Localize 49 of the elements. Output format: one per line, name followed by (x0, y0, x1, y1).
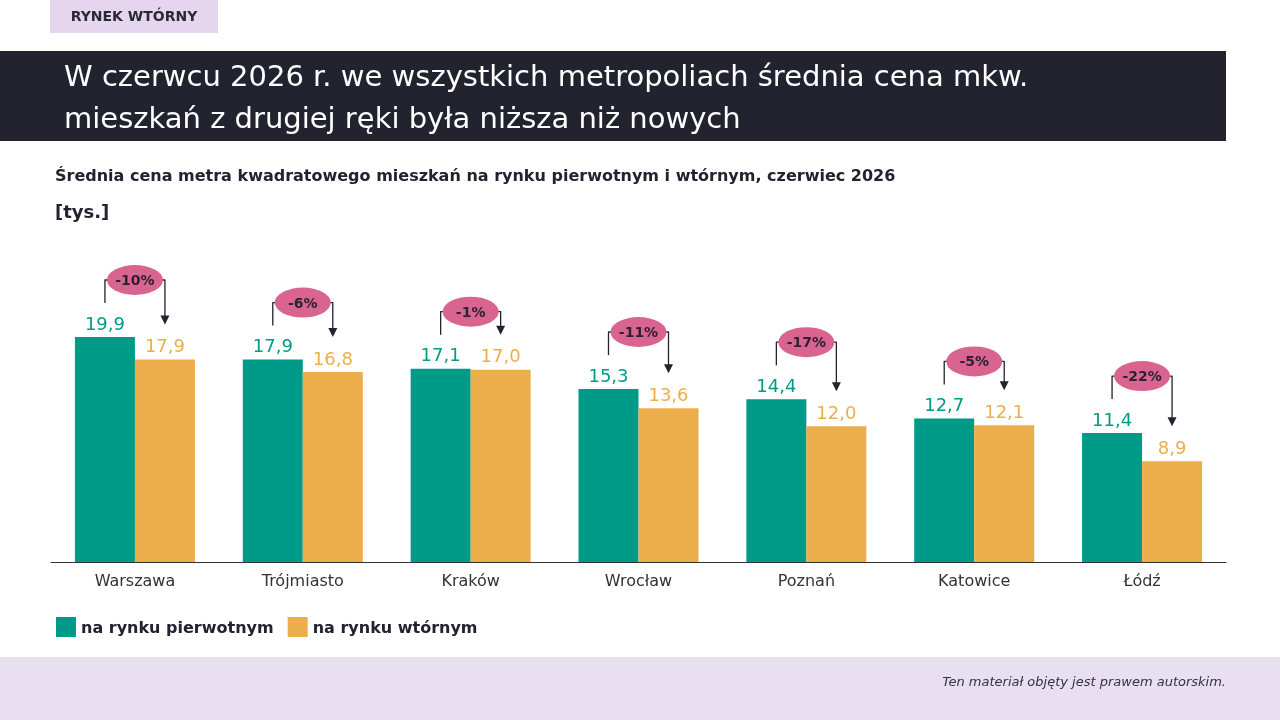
data-label: 19,9 (84, 312, 125, 334)
annotation: -5% (959, 353, 990, 370)
data-label: 12,0 (816, 401, 857, 423)
bar (1082, 433, 1143, 562)
bar (914, 418, 975, 562)
text: -6% (287, 294, 318, 311)
data-label: 16,8 (312, 347, 353, 369)
bar (410, 368, 471, 562)
bar (746, 399, 807, 562)
data-label: 11,4 (1092, 408, 1133, 430)
annotation: -11% (618, 324, 659, 341)
chart-subtitle: Średnia cena metra kwadratowego mieszkań na rynku pierwotnym i wtórnym, czerwiec 2026 (55, 166, 896, 185)
data-label: 17,1 (420, 344, 461, 366)
x-tick-label: Poznań (777, 570, 836, 590)
chart-title: W czerwcu 2026 r. we wszystkich metropoliach średnia cena mkw. mieszkań z drugiej ręki była niższa niż nowych (64, 58, 1030, 137)
text: -10% (115, 272, 155, 288)
bar (242, 359, 303, 562)
data-label: 17,0 (480, 345, 521, 367)
legend-label: na rynku wtórnym (312, 617, 478, 637)
annotation: -17% (786, 334, 827, 351)
data-label: 14,4 (756, 374, 797, 396)
data-label: 15,3 (588, 364, 629, 386)
bar (806, 426, 867, 562)
bar (578, 389, 639, 562)
legend-label: na rynku pierwotnym (81, 617, 274, 637)
x-tick-label: Trójmiasto (260, 570, 344, 590)
x-tick-label: Katowice (938, 570, 1011, 590)
bar (1142, 461, 1203, 562)
text: Ten materiał objęty jest prawem autorskim. (942, 674, 1226, 689)
text: [tys.] (55, 201, 110, 222)
annotation: -22% (1122, 368, 1162, 385)
data-label: 17,9 (144, 335, 185, 357)
text: RYNEK WTÓRNY (50, 0, 218, 33)
bar (302, 372, 363, 562)
bar (974, 425, 1035, 562)
bar (74, 337, 135, 562)
data-label: 12,1 (984, 400, 1025, 422)
x-tick-label: Kraków (441, 570, 500, 590)
bar (134, 359, 195, 562)
bar (638, 408, 699, 562)
bar (470, 369, 531, 562)
x-tick-label: Łódź (1122, 570, 1161, 590)
text: -1% (455, 303, 486, 320)
x-tick-label: Wrocław (604, 570, 673, 590)
data-label: 13,6 (648, 383, 689, 405)
data-label: 17,9 (252, 335, 293, 357)
data-label: 12,7 (924, 393, 965, 415)
data-label: 8,9 (1157, 436, 1187, 458)
x-tick-label: Warszawa (94, 570, 176, 590)
